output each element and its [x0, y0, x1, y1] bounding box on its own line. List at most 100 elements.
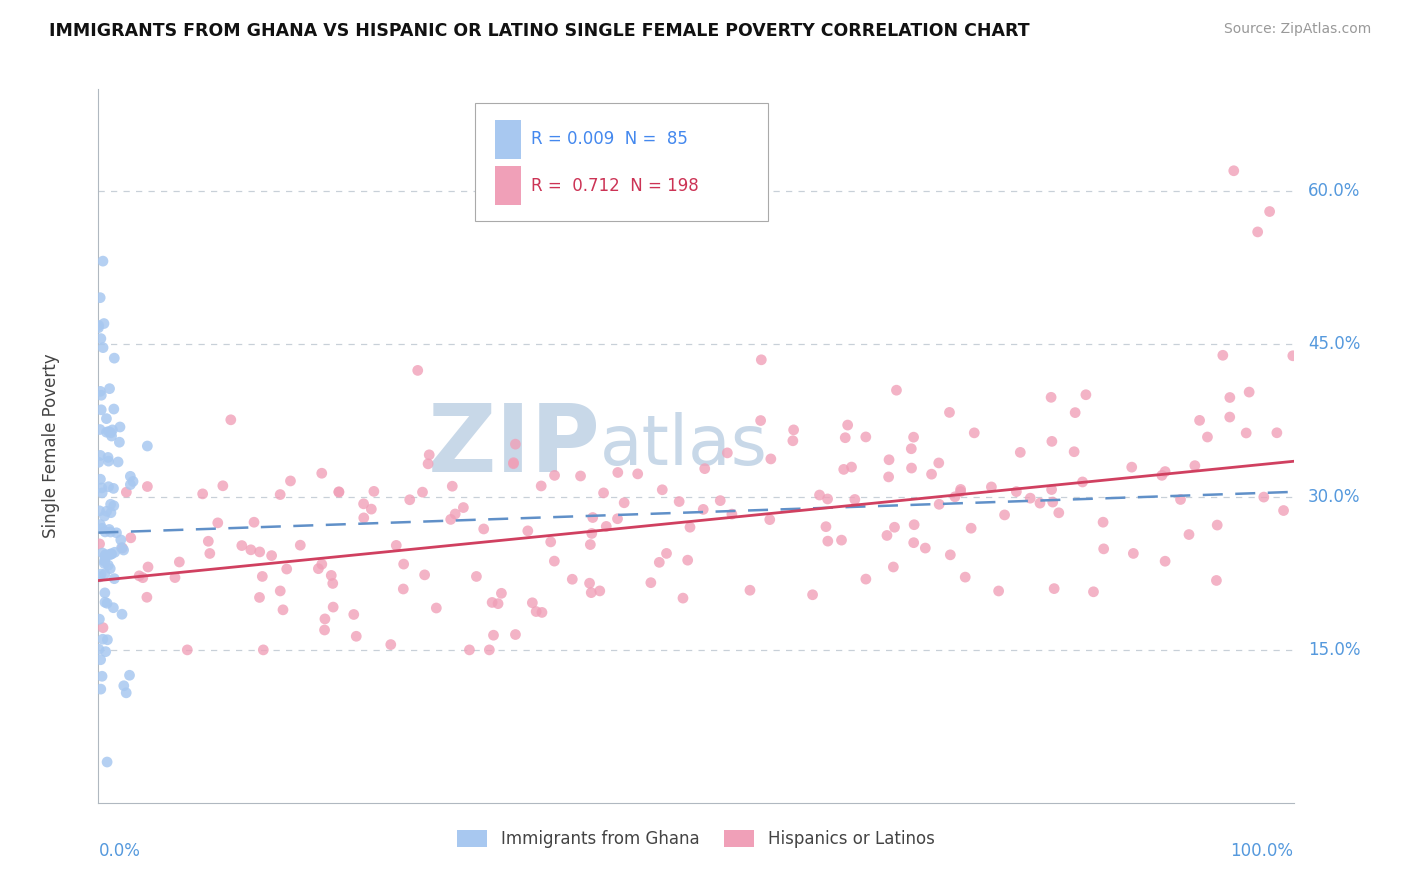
Point [530, 606, 553, 620]
Point [540, 535, 562, 549]
Text: 100.0%: 100.0% [1230, 842, 1294, 860]
Point [721, 507, 744, 521]
Point [1040, 483, 1063, 497]
Point [668, 494, 690, 508]
Point [89, 449, 111, 463]
Point [100, 547, 122, 561]
Point [94, 524, 117, 539]
Point [98, 523, 121, 537]
Point [903, 430, 925, 444]
Point [1282, 349, 1305, 363]
Point [782, 423, 804, 437]
Point [207, 516, 229, 530]
Point [949, 484, 972, 499]
Bar [495, 166, 522, 205]
Point [96, 425, 118, 440]
Point [1253, 490, 1275, 504]
Point [914, 541, 936, 555]
Text: ZIP: ZIP [427, 400, 600, 492]
Point [385, 538, 408, 552]
Point [876, 528, 898, 542]
Point [97, 425, 120, 439]
Point [91, 521, 114, 535]
Point [458, 643, 481, 657]
Point [344, 629, 367, 643]
Point [1043, 582, 1066, 596]
Point [759, 451, 782, 466]
Point [1154, 554, 1177, 568]
Point [97, 558, 120, 573]
Point [89, 423, 111, 437]
Point [1219, 410, 1241, 425]
Point [249, 545, 271, 559]
Point [94, 586, 117, 600]
Point [252, 569, 274, 583]
Point [120, 469, 142, 483]
Point [939, 548, 962, 562]
Point [716, 446, 738, 460]
Text: 15.0%: 15.0% [1308, 640, 1361, 659]
Point [1188, 413, 1211, 427]
Point [96, 632, 118, 647]
Point [1219, 391, 1241, 405]
Point [363, 484, 385, 499]
Text: atlas: atlas [600, 412, 768, 480]
Point [481, 595, 503, 609]
Point [136, 479, 159, 493]
Point [581, 526, 603, 541]
Point [921, 467, 943, 482]
Point [955, 570, 977, 584]
Point [89, 384, 111, 399]
Point [582, 510, 605, 524]
Point [169, 555, 191, 569]
Point [808, 488, 831, 502]
Point [89, 291, 111, 305]
Point [640, 575, 662, 590]
Point [93, 317, 115, 331]
Point [108, 435, 131, 450]
Point [749, 413, 772, 427]
Point [738, 583, 761, 598]
Point [692, 502, 714, 516]
Point [98, 382, 121, 396]
Point [392, 582, 415, 596]
Text: Single Female Poverty: Single Female Poverty [42, 354, 59, 538]
Point [441, 479, 464, 493]
Point [120, 477, 142, 491]
Point [115, 686, 138, 700]
Point [136, 439, 159, 453]
Point [96, 411, 118, 425]
Point [1150, 468, 1173, 483]
Point [882, 560, 904, 574]
Point [486, 597, 509, 611]
Point [94, 552, 117, 566]
Point [903, 535, 925, 549]
Point [269, 583, 291, 598]
Point [1092, 541, 1115, 556]
Point [108, 420, 131, 434]
Point [198, 546, 221, 560]
Point [90, 567, 112, 582]
Point [543, 468, 565, 483]
Point [90, 682, 112, 697]
Point [1206, 518, 1229, 533]
Point [949, 483, 972, 497]
Point [135, 591, 157, 605]
Point [1205, 574, 1227, 588]
Point [478, 643, 501, 657]
Point [97, 454, 120, 468]
Point [280, 474, 302, 488]
Point [1197, 430, 1219, 444]
Point [581, 585, 603, 599]
Point [132, 571, 155, 585]
Point [569, 469, 592, 483]
Point [89, 517, 111, 532]
Point [260, 549, 283, 563]
Point [505, 627, 527, 641]
Point [118, 668, 141, 682]
Point [963, 425, 986, 440]
Point [855, 430, 877, 444]
Point [104, 545, 127, 559]
Point [321, 568, 343, 582]
Point [328, 484, 350, 499]
